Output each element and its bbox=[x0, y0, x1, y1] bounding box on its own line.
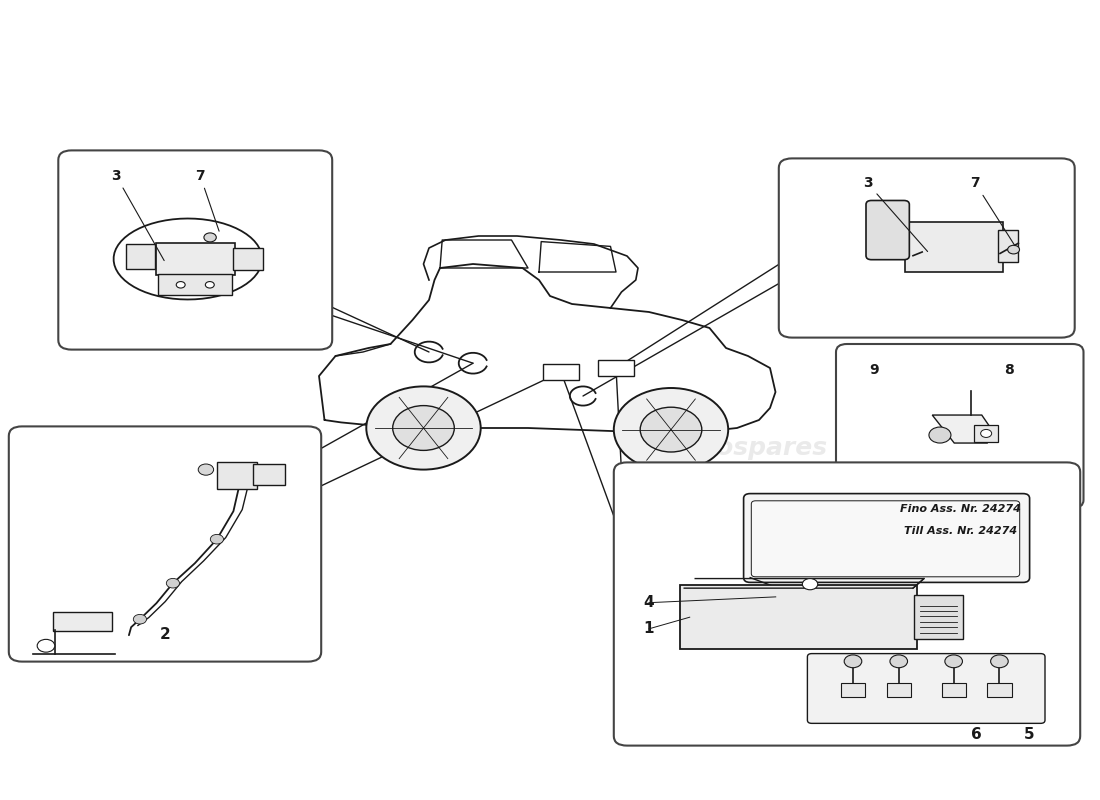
FancyBboxPatch shape bbox=[125, 245, 155, 270]
FancyBboxPatch shape bbox=[217, 462, 256, 489]
Circle shape bbox=[166, 578, 179, 588]
Polygon shape bbox=[933, 415, 993, 443]
FancyBboxPatch shape bbox=[680, 585, 917, 650]
Text: 3: 3 bbox=[862, 176, 927, 251]
Text: 5: 5 bbox=[1024, 727, 1034, 742]
FancyBboxPatch shape bbox=[598, 360, 634, 376]
FancyBboxPatch shape bbox=[866, 201, 910, 260]
Text: 8: 8 bbox=[1004, 362, 1014, 377]
Circle shape bbox=[614, 388, 728, 471]
Circle shape bbox=[204, 233, 217, 242]
FancyBboxPatch shape bbox=[836, 344, 1084, 508]
FancyBboxPatch shape bbox=[807, 654, 1045, 723]
Circle shape bbox=[366, 386, 481, 470]
Text: 6: 6 bbox=[971, 727, 982, 742]
Circle shape bbox=[640, 407, 702, 452]
FancyBboxPatch shape bbox=[942, 683, 966, 698]
Circle shape bbox=[37, 639, 55, 652]
FancyBboxPatch shape bbox=[779, 158, 1075, 338]
FancyBboxPatch shape bbox=[840, 683, 865, 698]
Text: 2: 2 bbox=[160, 627, 170, 642]
Circle shape bbox=[802, 578, 817, 590]
FancyBboxPatch shape bbox=[614, 462, 1080, 746]
Circle shape bbox=[210, 534, 223, 544]
Circle shape bbox=[393, 406, 454, 450]
Text: eurospares: eurospares bbox=[141, 588, 299, 612]
FancyBboxPatch shape bbox=[253, 464, 285, 485]
Text: Fino Ass. Nr. 24274: Fino Ass. Nr. 24274 bbox=[900, 504, 1021, 514]
FancyBboxPatch shape bbox=[998, 230, 1019, 262]
Text: 3: 3 bbox=[111, 169, 164, 261]
Text: 1: 1 bbox=[644, 622, 654, 636]
FancyBboxPatch shape bbox=[914, 595, 962, 639]
Circle shape bbox=[981, 430, 992, 438]
Text: 4: 4 bbox=[644, 595, 654, 610]
Text: eurospares: eurospares bbox=[669, 588, 827, 612]
Circle shape bbox=[890, 655, 908, 668]
Circle shape bbox=[991, 655, 1009, 668]
Circle shape bbox=[844, 655, 861, 668]
FancyBboxPatch shape bbox=[233, 248, 263, 270]
FancyBboxPatch shape bbox=[543, 364, 579, 380]
FancyBboxPatch shape bbox=[156, 243, 234, 275]
Circle shape bbox=[133, 614, 146, 624]
Circle shape bbox=[206, 282, 214, 288]
Text: eurospares: eurospares bbox=[141, 436, 299, 460]
Circle shape bbox=[945, 655, 962, 668]
FancyBboxPatch shape bbox=[751, 501, 1020, 577]
Circle shape bbox=[928, 427, 950, 443]
FancyBboxPatch shape bbox=[988, 683, 1012, 698]
FancyBboxPatch shape bbox=[744, 494, 1030, 582]
Text: 7: 7 bbox=[970, 176, 1015, 246]
FancyBboxPatch shape bbox=[905, 222, 1003, 271]
FancyBboxPatch shape bbox=[887, 683, 911, 698]
Circle shape bbox=[176, 282, 185, 288]
FancyBboxPatch shape bbox=[53, 612, 112, 631]
Text: 9: 9 bbox=[869, 362, 879, 377]
FancyBboxPatch shape bbox=[975, 425, 999, 442]
FancyBboxPatch shape bbox=[9, 426, 321, 662]
Circle shape bbox=[1008, 246, 1020, 254]
Text: eurospares: eurospares bbox=[669, 436, 827, 460]
FancyBboxPatch shape bbox=[58, 150, 332, 350]
Text: 7: 7 bbox=[196, 169, 219, 231]
Circle shape bbox=[198, 464, 213, 475]
FancyBboxPatch shape bbox=[158, 274, 232, 295]
Text: Till Ass. Nr. 24274: Till Ass. Nr. 24274 bbox=[904, 526, 1016, 536]
